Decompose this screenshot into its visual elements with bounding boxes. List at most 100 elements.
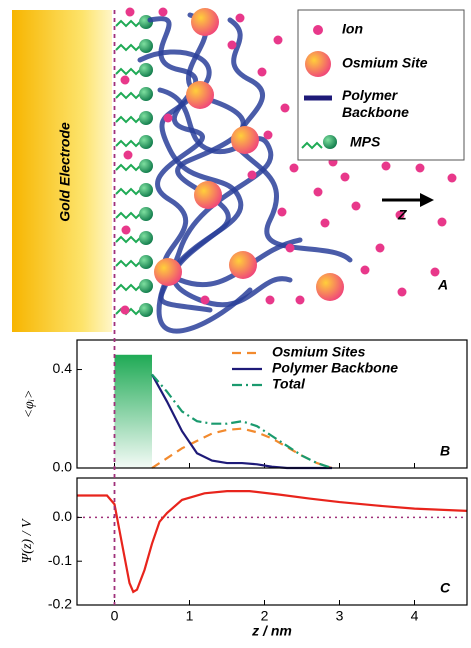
- ion: [430, 267, 440, 277]
- series-line: [151, 373, 332, 470]
- panel-label: C: [440, 580, 451, 596]
- ion: [320, 218, 330, 228]
- y-tick-label: 0.0: [53, 508, 73, 524]
- ion: [277, 207, 287, 217]
- osmium-site: [229, 251, 257, 279]
- mps-head: [139, 183, 153, 197]
- ion: [121, 225, 131, 235]
- ion: [163, 113, 173, 123]
- osmium-site: [194, 181, 222, 209]
- osmium-site: [231, 126, 259, 154]
- ion: [227, 40, 237, 50]
- legend-label: Ion: [342, 21, 363, 37]
- ion: [381, 161, 391, 171]
- x-tick-label: 3: [336, 608, 344, 624]
- ion: [285, 243, 295, 253]
- ion: [265, 295, 275, 305]
- plot-frame: [76, 477, 468, 606]
- legend-label: Polymer Backbone: [272, 360, 398, 376]
- mps-head: [139, 303, 153, 317]
- mps-chain: [115, 91, 142, 100]
- legend-mps: [301, 141, 323, 150]
- ion: [395, 210, 405, 220]
- mps-head: [139, 135, 153, 149]
- legend-label: Osmium Site: [342, 55, 428, 71]
- osmium-site: [191, 8, 219, 36]
- series-line: [151, 373, 333, 470]
- x-tick-label: 0: [111, 608, 119, 624]
- ion: [313, 187, 323, 197]
- mps-head: [139, 63, 153, 77]
- legend-label: Total: [272, 376, 306, 392]
- x-tick-label: 1: [186, 608, 194, 624]
- osmium-site: [186, 81, 214, 109]
- mps-chain: [115, 235, 142, 244]
- y-tick-label: 0.0: [53, 459, 73, 475]
- x-tick-label: 2: [261, 608, 269, 624]
- z-arrow-head: [420, 193, 434, 207]
- ion: [247, 170, 257, 180]
- ion: [125, 7, 135, 17]
- polymer-chain: [157, 87, 274, 313]
- mps-head: [139, 231, 153, 245]
- ion: [351, 201, 361, 211]
- ion: [360, 265, 370, 275]
- ion: [158, 7, 168, 17]
- ion: [295, 295, 305, 305]
- ion: [273, 35, 283, 45]
- osmium-site: [316, 273, 344, 301]
- series-line: [77, 490, 468, 594]
- y-axis-label: <φᵢ>: [22, 390, 37, 419]
- ion: [415, 163, 425, 173]
- legend-label: Osmium Sites: [272, 344, 366, 360]
- mps-head: [139, 159, 153, 173]
- ion: [375, 243, 385, 253]
- mps-region: [114, 354, 152, 468]
- y-tick-label: -0.2: [48, 596, 72, 612]
- mps-chain: [115, 139, 142, 148]
- mps-chain: [115, 115, 142, 124]
- legend-label: Polymer Backbone: [342, 87, 409, 120]
- mps-chain: [115, 259, 142, 268]
- panel-label: A: [437, 277, 448, 293]
- x-tick-label: 4: [411, 608, 419, 624]
- ion: [289, 163, 299, 173]
- ion: [200, 295, 210, 305]
- panel-label: B: [440, 443, 450, 459]
- mps-chain: [115, 187, 142, 196]
- polymer-chain: [171, 12, 293, 308]
- legend-mps-ball: [323, 135, 337, 149]
- mps-chain: [115, 283, 142, 292]
- mps-head: [139, 255, 153, 269]
- mps-chain: [115, 43, 142, 52]
- mps-head: [139, 39, 153, 53]
- ion: [120, 305, 130, 315]
- y-tick-label: 0.4: [53, 360, 73, 376]
- ion: [447, 173, 457, 183]
- ion: [257, 67, 267, 77]
- legend-box: [297, 9, 465, 161]
- polymer-chain: [147, 16, 303, 288]
- ion: [263, 130, 273, 140]
- mps-chain: [115, 211, 142, 220]
- plot-frame: [76, 339, 468, 469]
- mps-head: [139, 207, 153, 221]
- electrode-label: Gold Electrode: [57, 122, 73, 222]
- mps-chain: [115, 67, 142, 76]
- ion: [235, 13, 245, 23]
- legend-label: MPS: [350, 134, 381, 150]
- mps-head: [139, 87, 153, 101]
- mps-chain: [115, 19, 142, 28]
- ion: [280, 103, 290, 113]
- y-tick-label: -0.1: [48, 552, 72, 568]
- ion: [120, 75, 130, 85]
- legend-ion: [313, 25, 323, 35]
- schematic: [115, 7, 457, 334]
- ion: [437, 217, 447, 227]
- ion: [340, 172, 350, 182]
- mps-head: [139, 111, 153, 125]
- ion: [397, 287, 407, 297]
- osmium-site: [154, 258, 182, 286]
- electrode: [12, 10, 112, 332]
- legend-osmium: [305, 51, 331, 77]
